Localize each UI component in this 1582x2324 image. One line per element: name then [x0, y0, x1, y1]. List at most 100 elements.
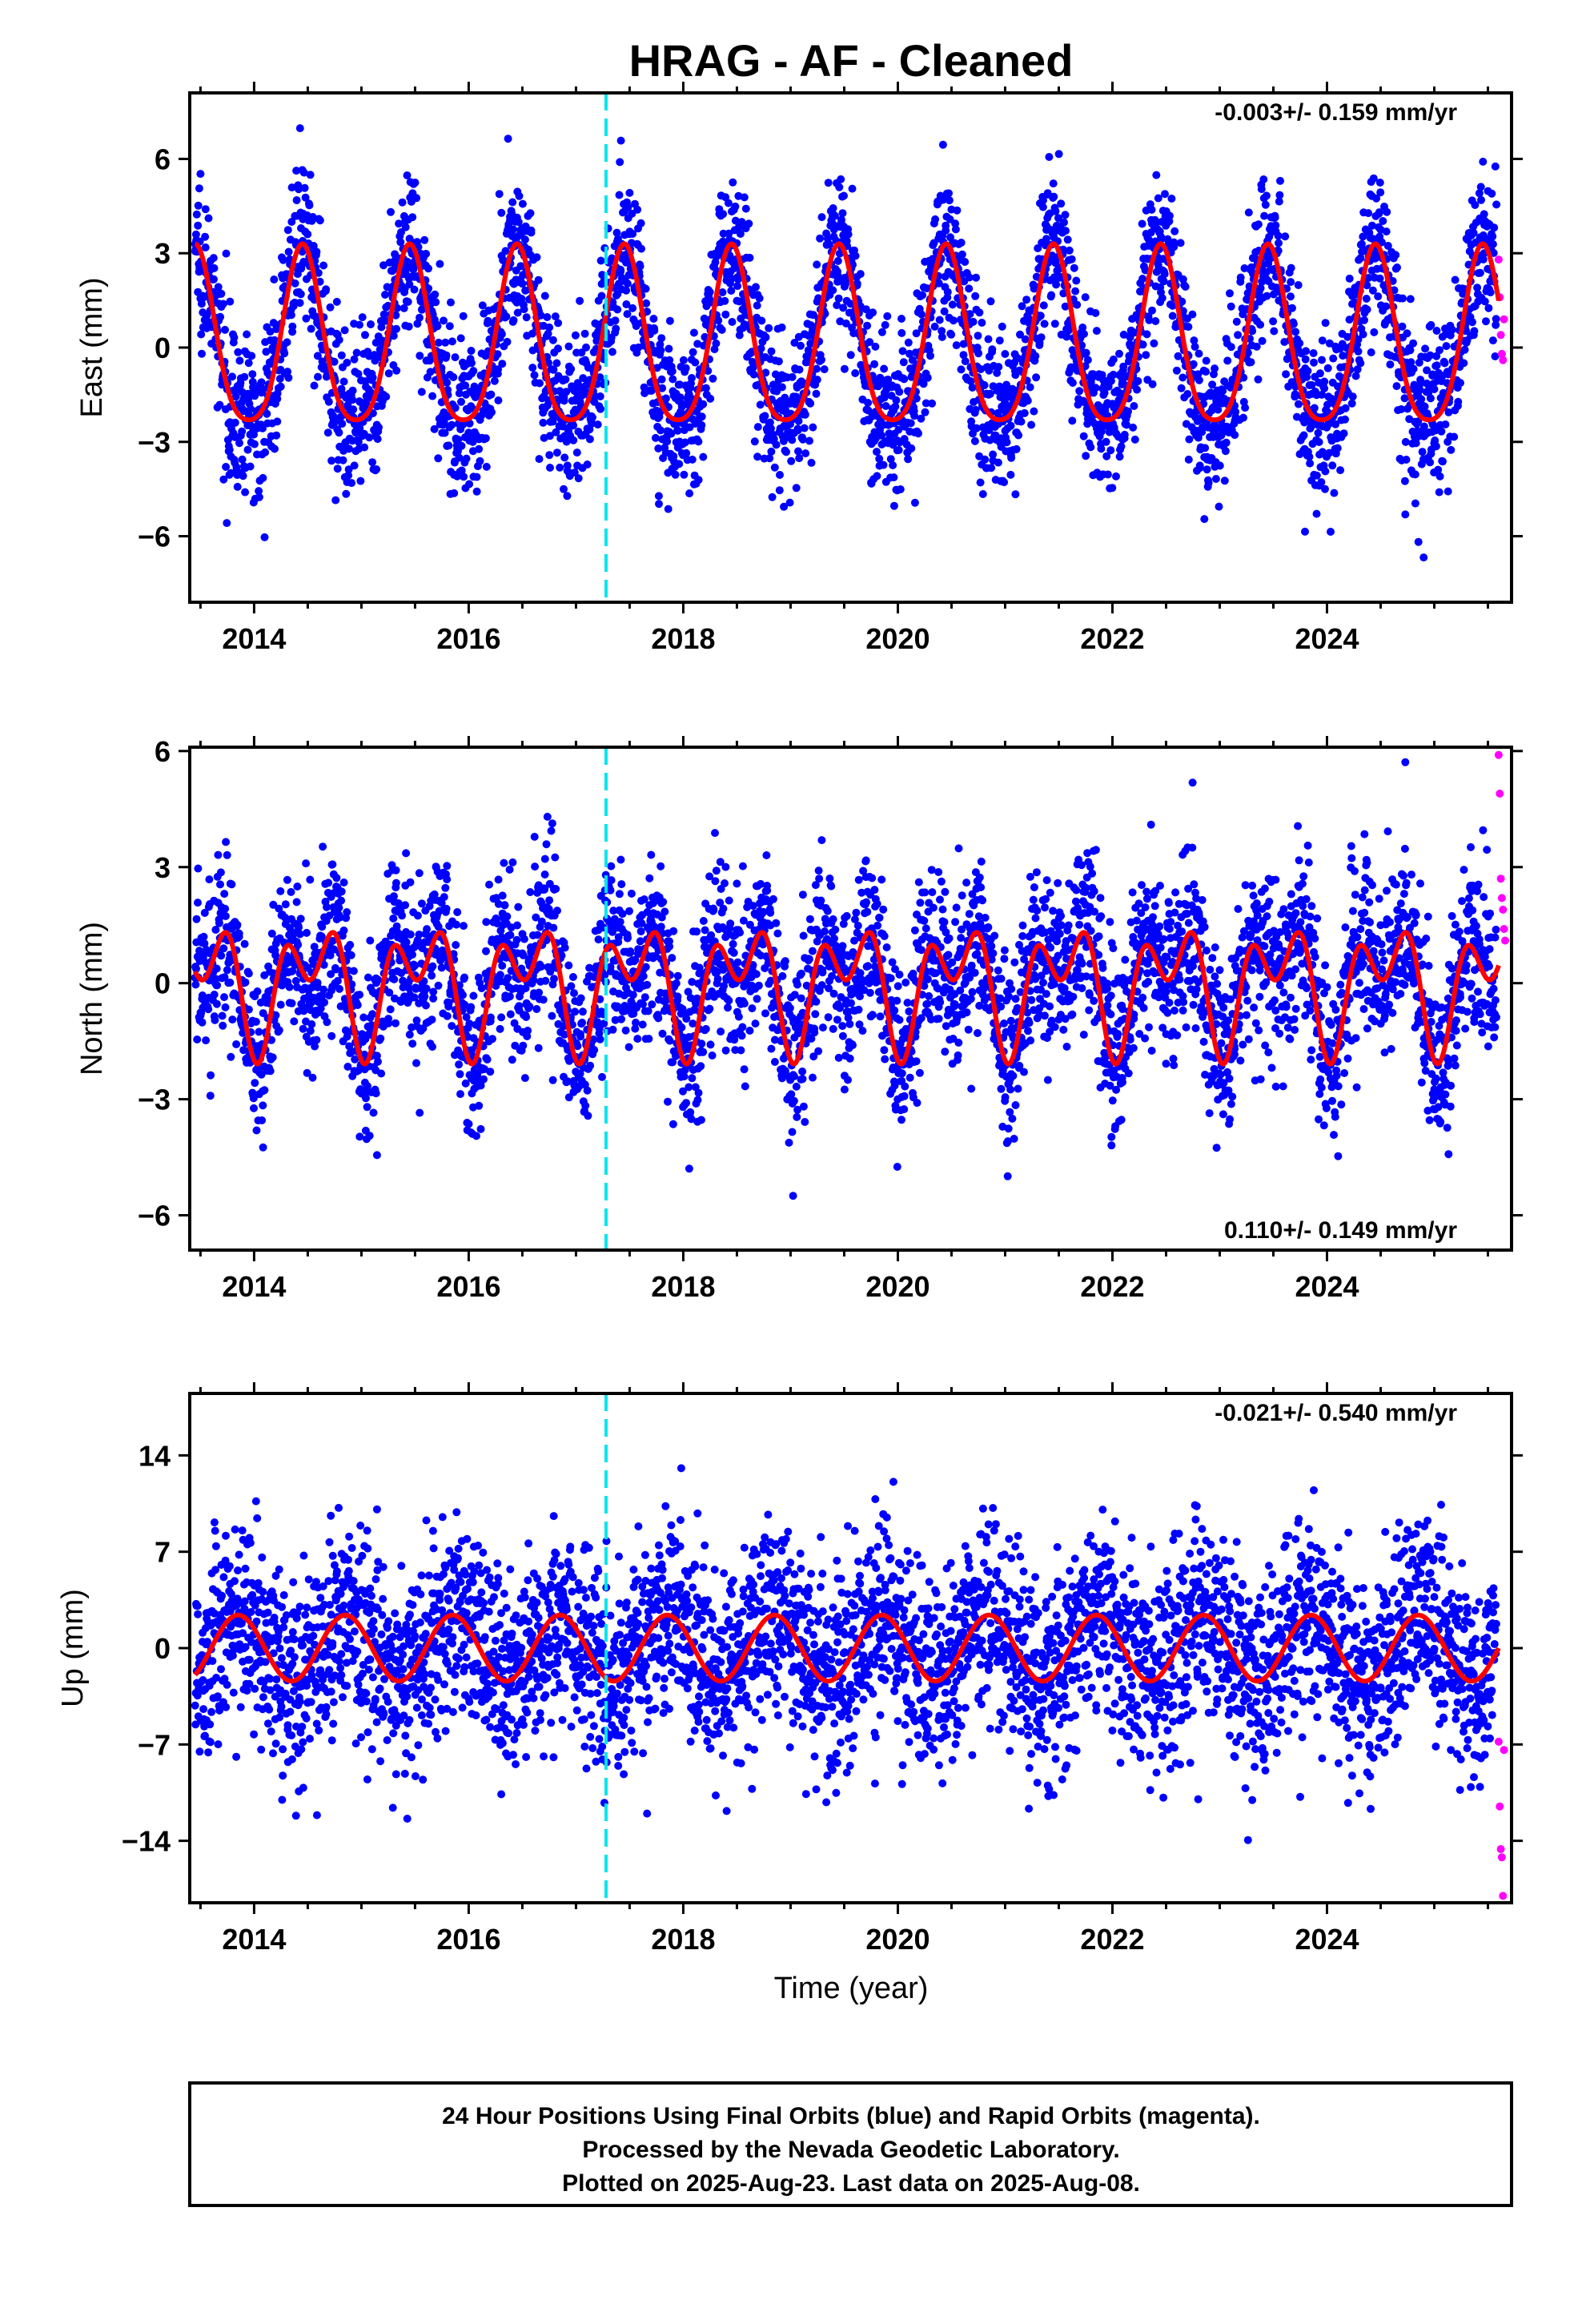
east-final-point [1222, 438, 1231, 447]
east-final-point [225, 445, 234, 454]
east-final-point [1050, 192, 1058, 201]
east-final-point [1232, 317, 1241, 326]
east-final-point [448, 420, 456, 429]
east-final-point [337, 351, 346, 360]
east-final-point [1482, 317, 1490, 326]
east-final-point [975, 308, 984, 317]
east-final-point [1109, 355, 1118, 364]
east-final-point [910, 412, 919, 420]
east-final-point [935, 316, 944, 324]
east-final-point [339, 377, 348, 386]
east-final-point [404, 322, 413, 331]
east-final-point [1318, 336, 1327, 345]
east-final-point [1403, 329, 1411, 338]
east-final-point [767, 347, 776, 356]
east-final-point [368, 458, 377, 467]
east-final-point [1330, 489, 1339, 497]
east-final-point [301, 193, 310, 202]
east-final-point [1289, 320, 1298, 328]
north-final-point [324, 879, 333, 887]
east-final-point [1142, 330, 1151, 339]
east-y-axis-label: East (mm) [75, 277, 109, 417]
east-final-point [673, 426, 682, 435]
east-final-point [1374, 292, 1383, 301]
east-final-point [1263, 292, 1271, 300]
east-final-point [1276, 176, 1284, 185]
east-final-point [697, 412, 706, 421]
east-final-point [1161, 190, 1169, 199]
east-final-point [404, 297, 412, 306]
east-final-point [457, 397, 465, 406]
east-final-point [657, 334, 666, 343]
east-final-point [816, 234, 825, 243]
east-final-point [788, 372, 797, 381]
north-final-point [406, 878, 415, 887]
east-final-point [912, 394, 921, 403]
east-final-point [195, 184, 203, 193]
east-final-point [801, 410, 809, 419]
east-final-point [1014, 431, 1023, 440]
east-final-point [745, 253, 754, 262]
east-final-point [1178, 373, 1187, 382]
east-final-point [576, 296, 584, 305]
east-final-point [497, 208, 506, 217]
east-final-point [974, 332, 982, 340]
east-final-point [641, 284, 650, 293]
east-final-point [1102, 437, 1110, 446]
east-final-point [790, 339, 799, 347]
east-final-point [520, 305, 528, 314]
east-final-point [1274, 231, 1283, 240]
east-final-point [794, 416, 803, 425]
east-final-point [984, 335, 993, 344]
east-final-point [377, 323, 386, 332]
east-final-point [1211, 475, 1220, 483]
east-final-point [279, 255, 287, 264]
east-final-point [238, 455, 247, 464]
east-final-point [210, 275, 218, 283]
east-final-point [468, 359, 476, 368]
east-final-point [283, 368, 292, 376]
east-final-point [360, 443, 369, 452]
east-final-point [355, 424, 364, 432]
east-x-tick-label: 2022 [1080, 622, 1144, 655]
north-final-point [221, 904, 230, 913]
east-final-point [725, 229, 733, 238]
north-final-point [276, 887, 285, 895]
east-final-point [1302, 347, 1311, 356]
east-final-point [230, 333, 239, 342]
north-final-point [235, 932, 243, 941]
east-final-point [697, 420, 706, 429]
east-final-point [209, 254, 218, 263]
north-final-point [428, 962, 437, 971]
north-final-point [440, 893, 448, 902]
east-final-point [970, 436, 979, 445]
east-final-point [1431, 442, 1440, 451]
east-final-point [436, 259, 444, 268]
east-final-point [1011, 490, 1020, 499]
east-final-point [980, 381, 989, 389]
east-final-point [1258, 336, 1267, 345]
east-final-point [410, 285, 419, 294]
figure-title: HRAG - AF - Cleaned [629, 35, 1074, 86]
east-final-point [1184, 455, 1193, 464]
east-final-point [938, 140, 947, 149]
east-final-point [379, 310, 388, 319]
east-final-point [1312, 509, 1321, 518]
east-final-point [545, 451, 554, 460]
east-final-point [1454, 397, 1463, 406]
east-final-point [671, 470, 680, 479]
north-final-point [303, 928, 311, 937]
east-final-point [1314, 428, 1323, 437]
east-final-point [899, 358, 908, 367]
east-final-point [528, 364, 537, 372]
east-final-point [308, 213, 317, 221]
east-final-point [204, 214, 213, 223]
east-final-point [774, 357, 783, 366]
east-final-point [1321, 467, 1330, 476]
east-final-point [231, 418, 239, 427]
east-final-point [1234, 331, 1243, 340]
east-final-point [583, 460, 592, 468]
north-final-point [452, 920, 460, 929]
north-final-point [335, 903, 343, 912]
